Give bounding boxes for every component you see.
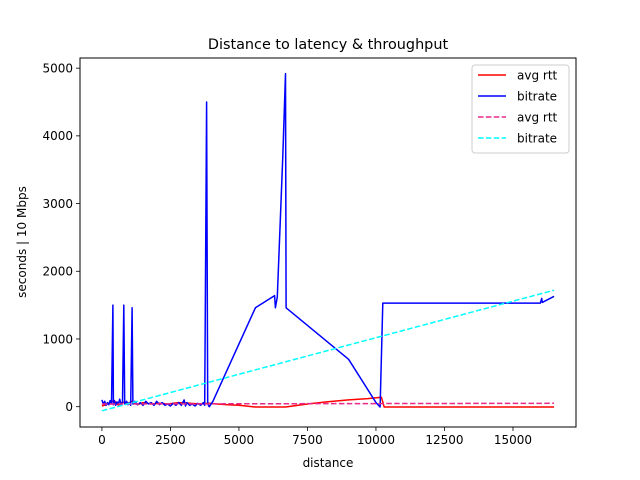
legend: avg rtt bitrate avg rtt bitrate [471, 64, 570, 154]
x-axis: 0 2500 5000 7500 10000 12500 15000 [98, 427, 532, 447]
x-tick-label: 2500 [155, 433, 186, 447]
y-tick-label: 0 [65, 400, 73, 414]
x-tick-label: 7500 [292, 433, 323, 447]
legend-label: avg rtt [517, 69, 558, 83]
y-tick-label: 1000 [42, 332, 73, 346]
series-layer [101, 72, 555, 412]
x-tick-label: 10000 [357, 433, 395, 447]
y-tick-label: 2000 [42, 265, 73, 279]
x-axis-label: distance [303, 456, 354, 470]
y-axis-label: seconds | 10 Mbps [15, 186, 29, 298]
y-tick-label: 3000 [42, 197, 73, 211]
x-tick-label: 12500 [425, 433, 463, 447]
x-tick-label: 15000 [494, 433, 532, 447]
series-line-3 [101, 402, 555, 405]
legend-label: bitrate [517, 90, 557, 104]
series-line-2 [101, 72, 555, 408]
x-tick-label: 0 [98, 433, 106, 447]
legend-label: avg rtt [517, 111, 558, 125]
legend-label: bitrate [517, 132, 557, 146]
y-axis: 0 1000 2000 3000 4000 5000 [42, 61, 80, 414]
y-tick-label: 4000 [42, 129, 73, 143]
legend-box [471, 64, 570, 154]
y-tick-label: 5000 [42, 61, 73, 75]
series-line-4 [101, 289, 555, 412]
x-tick-label: 5000 [224, 433, 255, 447]
chart-title: Distance to latency & throughput [208, 37, 449, 53]
plot-frame [79, 57, 577, 428]
